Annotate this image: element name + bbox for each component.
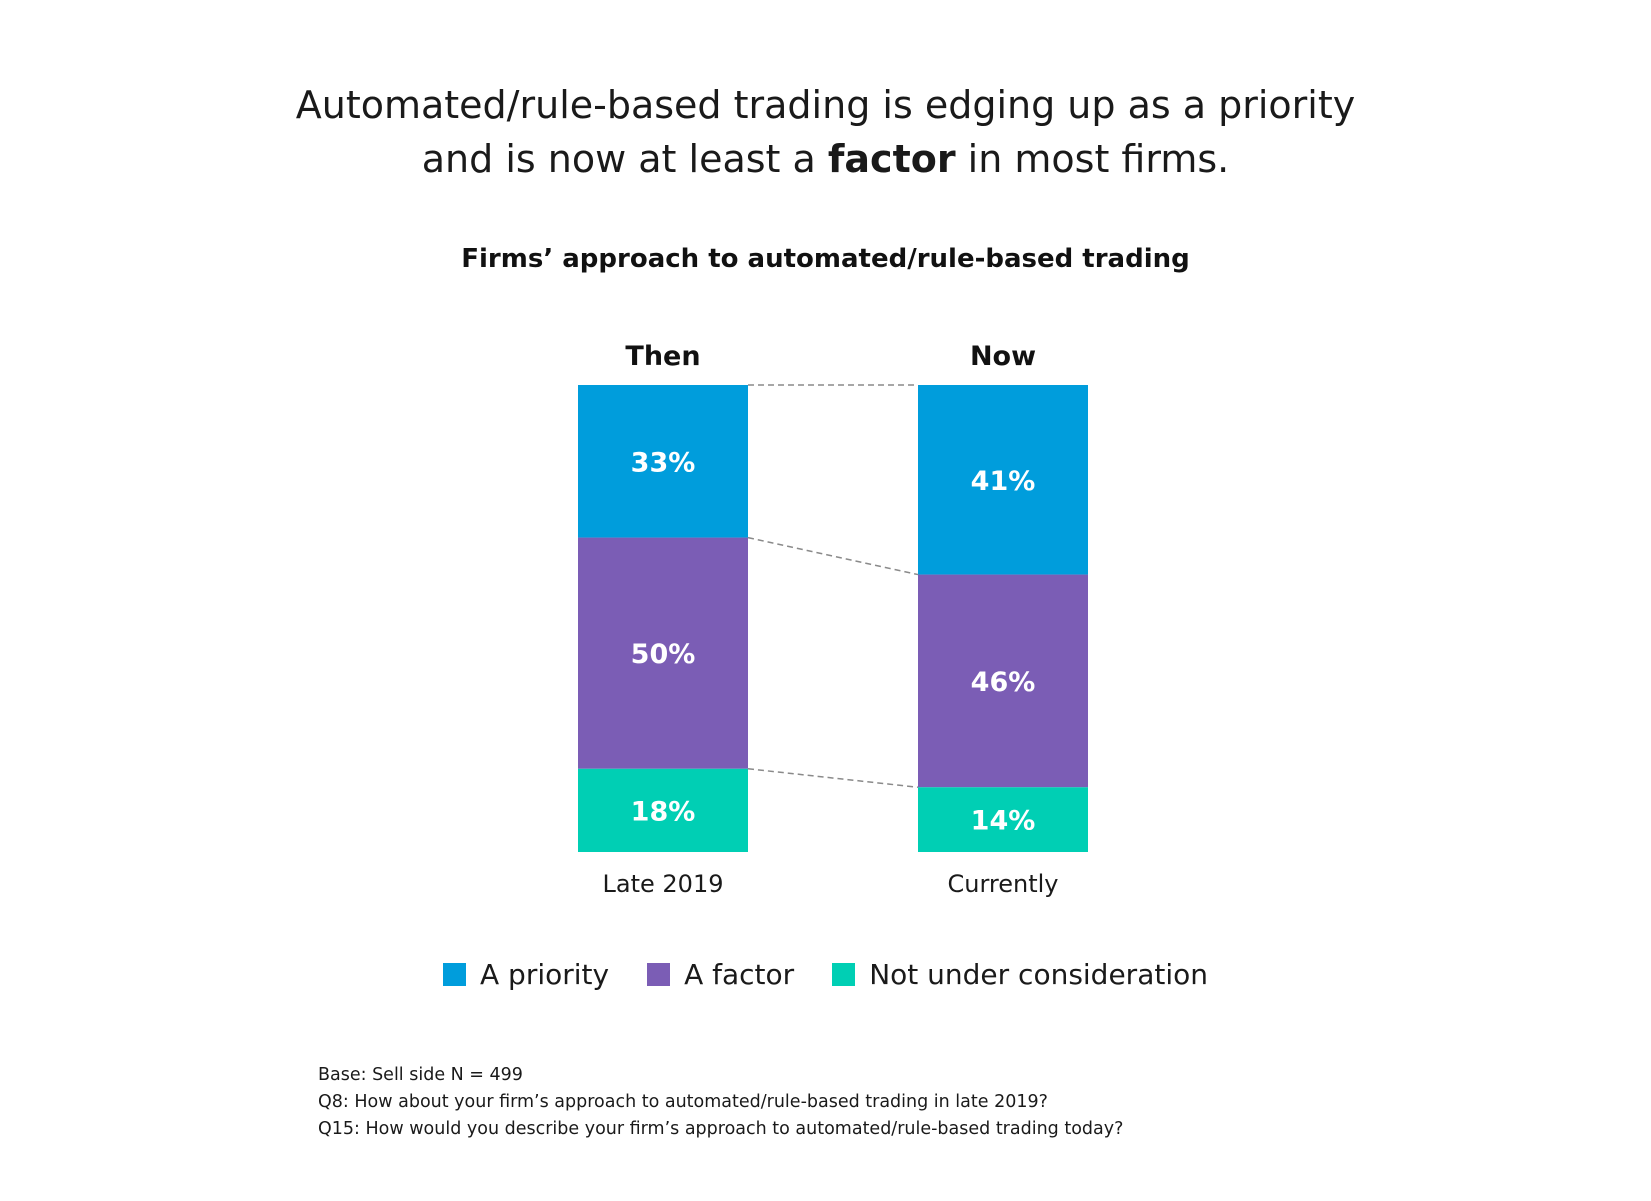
data-label-not-under-consideration-late-2019: 18%	[631, 796, 696, 827]
column-header-now: Now	[970, 341, 1036, 372]
headline-line-2: and is now at least a factor in most fir…	[0, 132, 1651, 186]
footnote-q8: Q8: How about your firm’s approach to au…	[318, 1092, 1048, 1112]
data-label-a-priority-currently: 41%	[971, 466, 1036, 497]
data-label-a-priority-late-2019: 33%	[631, 447, 696, 478]
connector-line-2	[747, 768, 919, 789]
legend-swatch-priority	[443, 963, 466, 986]
bar-not-under-consideration-late-2019	[578, 768, 748, 852]
legend-swatch-not-under-consideration	[832, 963, 856, 986]
data-label-not-under-consideration-currently: 14%	[971, 806, 1036, 837]
legend-label-not-under-consideration: Not under consideration	[869, 958, 1208, 991]
headline-line-2-end: in most firms.	[955, 137, 1230, 181]
legend-swatch-factor	[647, 963, 671, 986]
footnote-q15: Q15: How would you describe your firm’s …	[318, 1119, 1124, 1139]
headline-emphasis: factor	[827, 137, 956, 181]
data-label-a-factor-currently: 46%	[971, 667, 1036, 698]
legend-label-priority: A priority	[480, 958, 610, 991]
legend-item-factor: A factor	[647, 958, 794, 991]
legend-item-priority: A priority	[443, 958, 609, 991]
legend: A priority A factor Not under considerat…	[0, 958, 1651, 991]
category-label-late-2019: Late 2019	[603, 870, 724, 898]
bar-a-factor-late-2019	[578, 537, 748, 769]
category-label-currently: Currently	[947, 870, 1058, 898]
column-header-then: Then	[625, 341, 700, 372]
headline-line-1: Automated/rule-based trading is edging u…	[295, 83, 1356, 127]
bar-not-under-consideration-currently	[918, 787, 1088, 852]
bar-a-priority-late-2019	[578, 385, 748, 538]
headline-line-2-start: and is now at least a	[421, 137, 828, 181]
bar-a-priority-currently	[918, 385, 1088, 575]
bar-a-factor-currently	[918, 574, 1088, 788]
headline: Automated/rule-based trading is edging u…	[0, 78, 1651, 186]
footnotes: Base: Sell side N = 499 Q8: How about yo…	[318, 1062, 1123, 1143]
data-label-a-factor-late-2019: 50%	[631, 639, 696, 670]
chart-title: Firms’ approach to automated/rule-based …	[461, 244, 1190, 274]
footnote-base: Base: Sell side N = 499	[318, 1065, 523, 1085]
legend-item-not-under-consideration: Not under consideration	[832, 958, 1208, 991]
legend-label-factor: A factor	[684, 958, 795, 991]
connector-line-1	[747, 536, 919, 576]
